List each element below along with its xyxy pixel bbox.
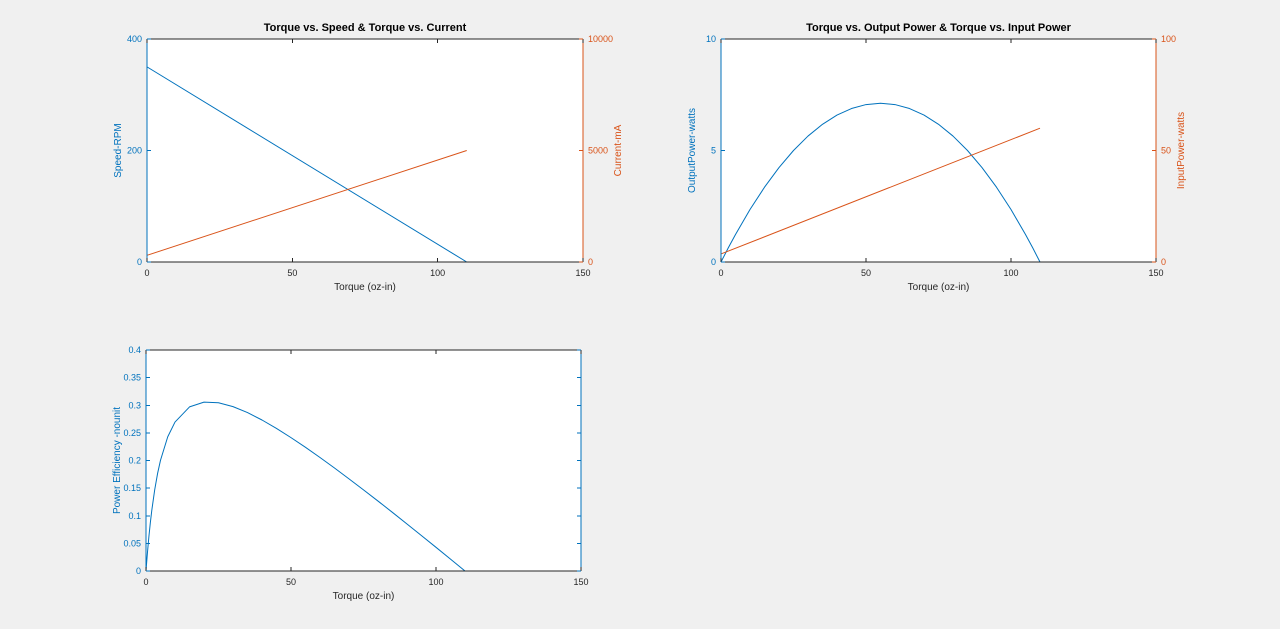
right-y-axis-label: InputPower-watts	[1176, 112, 1187, 189]
x-tick-label: 150	[573, 577, 588, 587]
x-tick-label: 100	[430, 268, 445, 278]
series-line-current-vs-torque	[146, 150, 467, 256]
right-tick-label: 0	[1161, 257, 1166, 267]
x-axis-label: Torque (oz-in)	[334, 282, 396, 293]
chart-power-efficiency: 0 50 100 150 0 0.05 0.1 0.15 0.2 0.25 0.3 0.35 0.4 To…	[112, 345, 589, 602]
chart-title: Torque vs. Speed & Torque vs. Current	[264, 22, 467, 34]
plot-area	[146, 350, 581, 571]
x-tick-label: 0	[144, 268, 149, 278]
series-line-input-power-vs-torque	[720, 127, 1041, 255]
x-tick-label: 50	[861, 268, 871, 278]
series-line-speed-vs-torque	[146, 66, 467, 263]
x-tick-label: 0	[143, 577, 148, 587]
left-tick-label: 10	[706, 34, 716, 44]
right-y-axis-label: Current-mA	[613, 124, 624, 176]
left-tick-label: 0.4	[128, 345, 141, 355]
left-tick-label: 200	[127, 146, 142, 156]
left-tick-label: 5	[711, 146, 716, 156]
series-line-output-power-vs-torque	[720, 102, 1041, 263]
x-tick-label: 150	[1148, 268, 1163, 278]
x-tick-label: 150	[575, 268, 590, 278]
x-tick-label: 0	[718, 268, 723, 278]
x-tick-label: 100	[428, 577, 443, 587]
left-tick-label: 0.3	[128, 400, 141, 410]
x-tick-label: 100	[1003, 268, 1018, 278]
left-tick-label: 0.05	[123, 538, 141, 548]
left-tick-label: 0.2	[128, 456, 141, 466]
left-y-axis-label: OutputPower-watts	[687, 108, 698, 193]
left-y-axis-label: Speed-RPM	[113, 123, 124, 177]
left-y-axis-label: Power Efficiency -nounit	[112, 407, 123, 514]
right-tick-label: 10000	[588, 34, 613, 44]
right-tick-label: 100	[1161, 34, 1176, 44]
x-tick-label: 50	[286, 577, 296, 587]
right-tick-label: 50	[1161, 146, 1171, 156]
x-axis-label: Torque (oz-in)	[333, 591, 395, 602]
plot-area	[147, 39, 583, 262]
right-tick-label: 0	[588, 257, 593, 267]
left-tick-label: 0.25	[123, 428, 141, 438]
right-tick-label: 5000	[588, 146, 608, 156]
left-tick-label: 0.15	[123, 483, 141, 493]
left-tick-label: 0.1	[128, 511, 141, 521]
x-axis-label: Torque (oz-in)	[908, 282, 970, 293]
x-tick-label: 50	[287, 268, 297, 278]
left-tick-label: 0	[137, 257, 142, 267]
series-line-efficiency-vs-torque	[145, 401, 466, 572]
left-tick-label: 400	[127, 34, 142, 44]
left-tick-label: 0	[711, 257, 716, 267]
chart-title: Torque vs. Output Power & Torque vs. Inp…	[806, 22, 1072, 34]
left-tick-label: 0	[136, 566, 141, 576]
left-tick-label: 0.35	[123, 373, 141, 383]
